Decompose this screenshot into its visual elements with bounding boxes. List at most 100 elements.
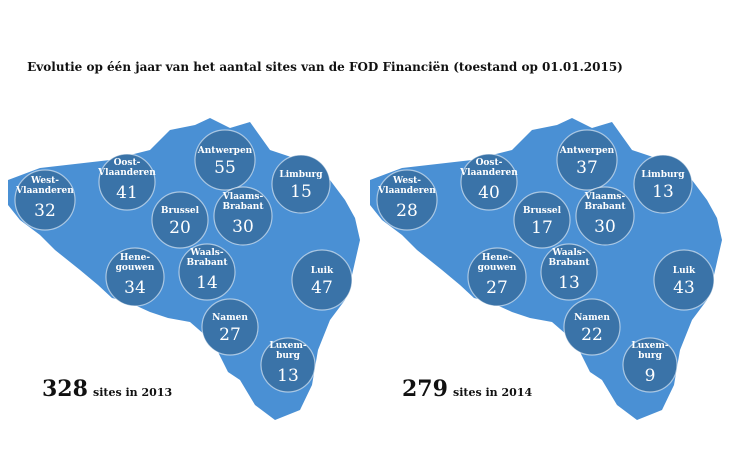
province-count: 13	[558, 273, 580, 293]
province-count: 30	[594, 217, 616, 237]
province-count: 55	[214, 158, 236, 178]
province-name: Luxem-	[631, 341, 668, 351]
province-circle-shape	[513, 191, 571, 249]
province-name: Limburg	[641, 170, 685, 180]
province-count: 47	[311, 278, 333, 298]
province-name: Limburg	[279, 170, 323, 180]
province-circle: Luxem-burg 13	[260, 337, 316, 393]
province-circle-shape	[460, 153, 518, 211]
province-name: Namen	[574, 313, 610, 323]
province-circle: Hene-gouwen 27	[467, 247, 527, 307]
province-name: Vlaanderen	[377, 186, 436, 196]
province-name: Vlaanderen	[15, 186, 74, 196]
province-circle: Namen 22	[563, 298, 621, 356]
province-circle: Waals-Brabant 13	[540, 243, 598, 301]
province-circle: Vlaams-Brabant 30	[575, 186, 635, 246]
province-name: gouwen	[116, 263, 155, 273]
province-circle-shape	[653, 249, 715, 311]
map-1: West-Vlaanderen28Oost-Vlaanderen40Antwer…	[370, 118, 722, 420]
province-name: burg	[276, 351, 301, 361]
province-name: West-	[392, 176, 421, 186]
province-circle-shape	[563, 298, 621, 356]
province-count: 28	[396, 201, 418, 221]
province-count: 34	[124, 278, 146, 298]
province-count: 30	[232, 217, 254, 237]
province-circle-shape	[178, 243, 236, 301]
province-count: 27	[219, 325, 241, 345]
province-name: Waals-	[551, 248, 585, 258]
province-circle: Luik 47	[291, 249, 353, 311]
province-count: 41	[116, 183, 138, 203]
province-circle: Limburg 15	[271, 154, 331, 214]
province-name: Vlaanderen	[459, 168, 518, 178]
province-count: 14	[196, 273, 218, 293]
province-circle-shape	[467, 247, 527, 307]
province-circle: Oost-Vlaanderen 40	[459, 153, 518, 211]
province-circle: Vlaams-Brabant 30	[213, 186, 273, 246]
province-name: Luik	[673, 266, 696, 276]
province-name: Brussel	[161, 206, 200, 216]
province-name: Brabant	[186, 258, 228, 268]
province-name: Hene-	[120, 253, 150, 263]
province-name: Oost-	[114, 158, 141, 168]
province-circle: Brussel 17	[513, 191, 571, 249]
province-count: 17	[531, 218, 553, 238]
province-circle: Limburg 13	[633, 154, 693, 214]
province-circle-shape	[194, 129, 256, 191]
province-count: 37	[576, 158, 598, 178]
province-name: Luik	[311, 266, 334, 276]
province-name: Brussel	[523, 206, 562, 216]
province-name: Namen	[212, 313, 248, 323]
province-circle-shape	[98, 153, 156, 211]
province-circle-shape	[201, 298, 259, 356]
province-circle-shape	[376, 169, 438, 231]
total-2013: 328 sites in 2013	[42, 376, 172, 402]
province-count: 32	[34, 201, 56, 221]
province-count: 22	[581, 325, 603, 345]
total-2014: 279 sites in 2014	[402, 376, 532, 402]
province-circle-shape	[540, 243, 598, 301]
province-name: Vlaams-	[584, 192, 626, 202]
province-name: Luxem-	[269, 341, 306, 351]
province-name: Brabant	[222, 202, 264, 212]
province-circle: Brussel 20	[151, 191, 209, 249]
province-count: 43	[673, 278, 695, 298]
province-count: 27	[486, 278, 508, 298]
province-circle-shape	[271, 154, 331, 214]
province-name: Antwerpen	[197, 146, 253, 156]
total-2013-label: sites in 2013	[93, 386, 173, 399]
province-name: Antwerpen	[559, 146, 615, 156]
province-count: 9	[645, 366, 656, 386]
province-name: West-	[30, 176, 59, 186]
province-count: 15	[290, 182, 312, 202]
province-circle: West-Vlaanderen 28	[376, 169, 438, 231]
province-circle: Namen 27	[201, 298, 259, 356]
province-name: Hene-	[482, 253, 512, 263]
province-circle-shape	[105, 247, 165, 307]
province-name: Brabant	[548, 258, 590, 268]
province-circle-shape	[213, 186, 273, 246]
province-circle-shape	[556, 129, 618, 191]
page-title: Evolutie op één jaar van het aantal site…	[27, 60, 623, 74]
province-circle-shape	[14, 169, 76, 231]
province-name: burg	[638, 351, 663, 361]
province-circle-shape	[260, 337, 316, 393]
province-name: Oost-	[476, 158, 503, 168]
province-circle: West-Vlaanderen 32	[14, 169, 76, 231]
province-name: Brabant	[584, 202, 626, 212]
province-count: 13	[277, 366, 299, 386]
province-circle-shape	[291, 249, 353, 311]
province-circle: Oost-Vlaanderen 41	[97, 153, 156, 211]
province-circle-shape	[575, 186, 635, 246]
province-count: 20	[169, 218, 191, 238]
province-circle-shape	[622, 337, 678, 393]
province-count: 40	[478, 183, 500, 203]
total-2013-value: 328	[42, 376, 88, 402]
province-circle: Hene-gouwen 34	[105, 247, 165, 307]
province-count: 13	[652, 182, 674, 202]
province-name: Waals-	[189, 248, 223, 258]
province-circle: Waals-Brabant 14	[178, 243, 236, 301]
total-2014-label: sites in 2014	[453, 386, 533, 399]
